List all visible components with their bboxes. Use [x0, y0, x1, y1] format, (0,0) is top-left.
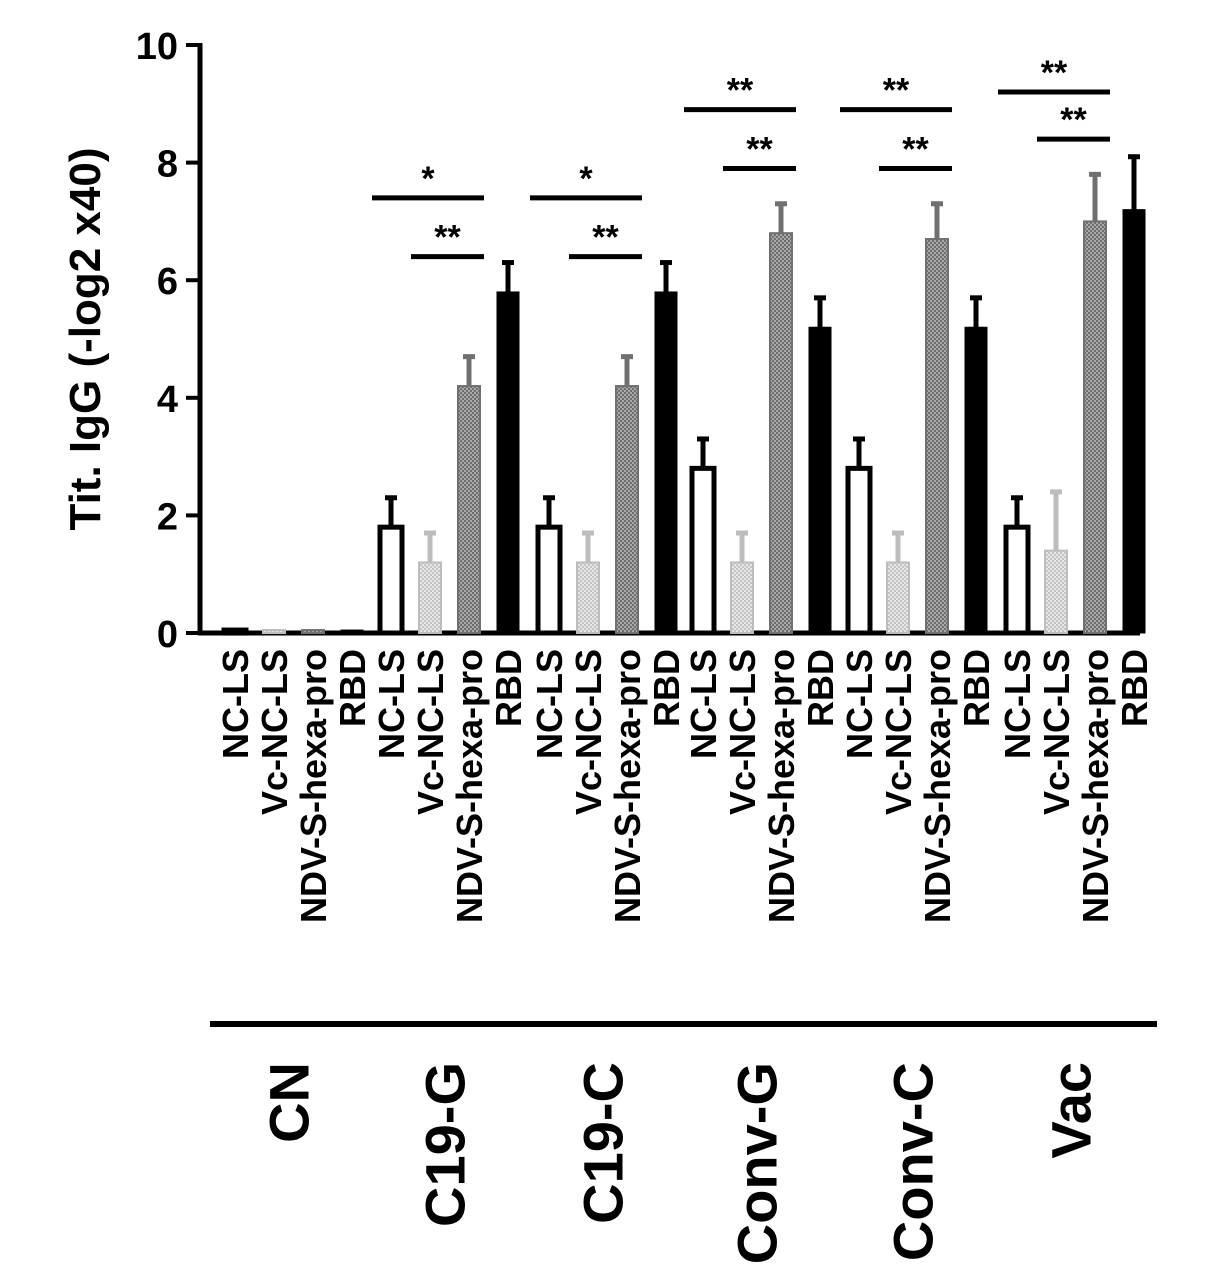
bar-conv-g-rbd: [808, 326, 832, 634]
x-tick-label: NC-LS: [529, 649, 570, 759]
bar-vac-ndv-s-hexa-pro: [1083, 220, 1107, 634]
x-tick-label: NDV-S-hexa-pro: [449, 649, 490, 923]
x-tick-label: RBD: [800, 649, 841, 727]
y-tick-label: 6: [157, 261, 178, 303]
y-tick-label: 10: [136, 26, 178, 68]
group-label: Conv-C: [882, 1062, 945, 1261]
group-label: Conv-G: [726, 1062, 789, 1264]
x-tick-label: RBD: [1114, 649, 1155, 727]
x-tick-label: RBD: [646, 649, 687, 727]
bar-vac-rbd: [1122, 209, 1146, 634]
bar-conv-g-ndv-s-hexa-pro: [769, 232, 793, 634]
significance-label: *: [421, 160, 435, 198]
x-tick-label: Vc-NC-LS: [1036, 649, 1077, 815]
significance-label: **: [883, 72, 910, 110]
significance-label: *: [579, 160, 593, 198]
significance-label: **: [727, 72, 754, 110]
bar-c19-g-vc-nc-ls: [418, 561, 442, 634]
significance-label: **: [1041, 54, 1068, 92]
significance-label: **: [902, 130, 929, 168]
group-label: C19-C: [572, 1062, 635, 1224]
bar-conv-g-vc-nc-ls: [730, 561, 754, 634]
significance-label: **: [592, 219, 619, 257]
x-tick-label: NC-LS: [997, 649, 1038, 759]
group-label: C19-G: [414, 1062, 477, 1227]
bar-cn-vc-nc-ls: [262, 629, 286, 635]
group-label: CN: [258, 1062, 321, 1143]
x-tick-label: Vc-NC-LS: [410, 649, 451, 815]
y-tick-label: 0: [157, 614, 178, 656]
bar-c19-g-nc-ls: [377, 524, 405, 636]
x-tick-label: NC-LS: [371, 649, 412, 759]
bar-c19-c-vc-nc-ls: [576, 561, 600, 634]
x-tick-label: Vc-NC-LS: [878, 649, 919, 815]
significance-label: **: [434, 219, 461, 257]
bar-conv-c-ndv-s-hexa-pro: [925, 238, 949, 634]
x-tick-label: Vc-NC-LS: [254, 649, 295, 815]
y-tick-label: 4: [157, 379, 178, 421]
x-tick-label: RBD: [332, 649, 373, 727]
bar-cn-ndv-s-hexa-pro: [301, 629, 325, 635]
bar-vac-vc-nc-ls: [1044, 549, 1068, 634]
y-tick-label: 8: [157, 144, 178, 186]
bar-cn-nc-ls: [221, 627, 249, 636]
bar-conv-g-nc-ls: [689, 465, 717, 636]
x-tick-label: NC-LS: [683, 649, 724, 759]
significance-label: **: [1060, 101, 1087, 139]
bar-conv-c-nc-ls: [845, 465, 873, 636]
bar-c19-g-rbd: [496, 291, 520, 634]
bar-c19-c-ndv-s-hexa-pro: [615, 385, 639, 635]
group-label: Vac: [1040, 1062, 1103, 1159]
y-tick-label: 2: [157, 496, 178, 538]
x-tick-label: NC-LS: [839, 649, 880, 759]
bar-conv-c-vc-nc-ls: [886, 561, 910, 634]
x-tick-label: Vc-NC-LS: [568, 649, 609, 815]
x-tick-label: NDV-S-hexa-pro: [761, 649, 802, 923]
bar-vac-nc-ls: [1003, 524, 1031, 636]
x-tick-label: RBD: [488, 649, 529, 727]
y-axis-title: Tit. IgG (-log2 x40): [61, 147, 110, 530]
significance-label: **: [746, 130, 773, 168]
x-tick-label: Vc-NC-LS: [722, 649, 763, 815]
x-tick-label: NDV-S-hexa-pro: [1075, 649, 1116, 923]
x-tick-label: NDV-S-hexa-pro: [917, 649, 958, 923]
bar-c19-c-rbd: [654, 291, 678, 634]
x-tick-label: NDV-S-hexa-pro: [293, 649, 334, 923]
x-tick-label: NC-LS: [215, 649, 256, 759]
bar-conv-c-rbd: [964, 326, 988, 634]
bar-c19-c-nc-ls: [535, 524, 563, 636]
bar-cn-rbd: [340, 629, 364, 634]
bar-c19-g-ndv-s-hexa-pro: [457, 385, 481, 635]
x-tick-label: NDV-S-hexa-pro: [607, 649, 648, 923]
x-tick-label: RBD: [956, 649, 997, 727]
